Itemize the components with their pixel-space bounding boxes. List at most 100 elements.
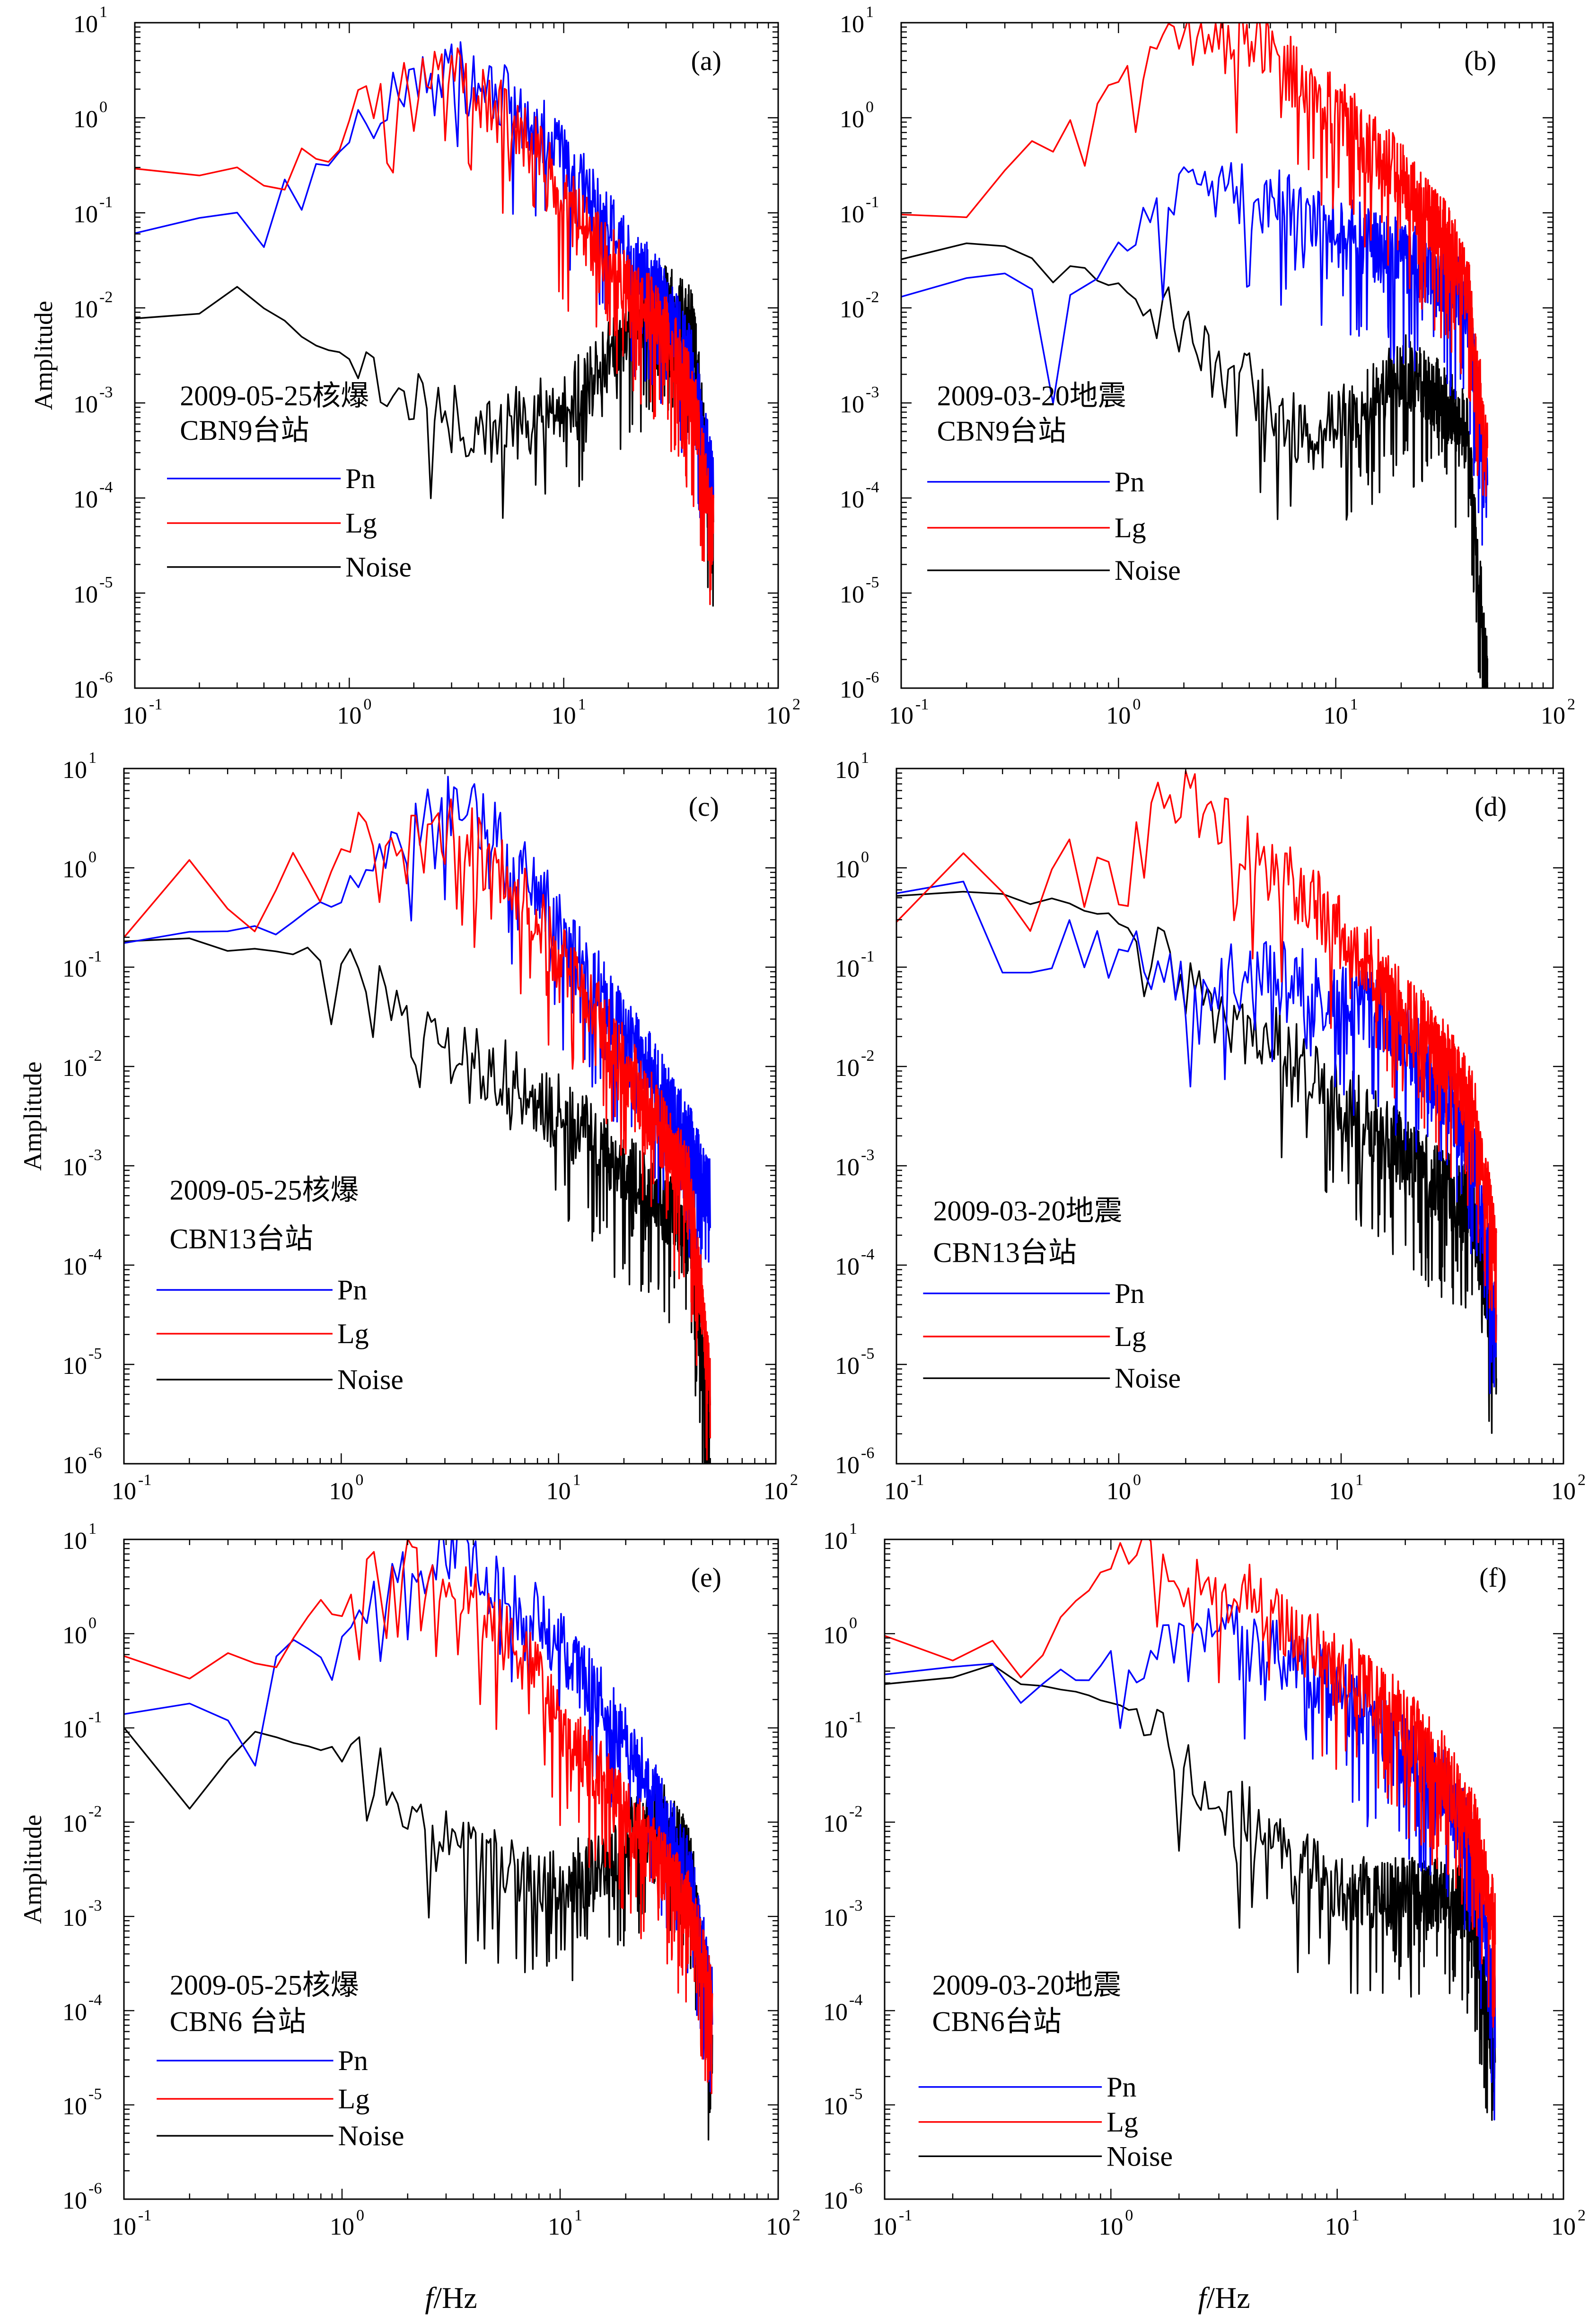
y-tick-label: 10: [62, 1905, 87, 1931]
x-tick-exponent: -1: [911, 1471, 924, 1489]
y-tick-exponent: 0: [99, 98, 107, 116]
legend-label-pn: Pn: [337, 1275, 367, 1306]
y-tick-label: 10: [73, 486, 98, 513]
station-annotation: CBN9台站: [180, 415, 309, 446]
y-tick-exponent: -3: [849, 1897, 862, 1914]
legend-label-noise: Noise: [1115, 555, 1181, 586]
x-tick-label: 10: [330, 2213, 354, 2240]
y-tick-label: 10: [840, 201, 864, 228]
y-tick-exponent: -6: [849, 2180, 862, 2197]
y-tick-label: 10: [835, 1452, 860, 1479]
y-tick-label: 10: [62, 1055, 87, 1082]
x-tick-label: 10: [329, 1478, 353, 1505]
x-tick-label: 10: [1106, 1478, 1131, 1505]
x-tick-exponent: 2: [792, 696, 800, 713]
y-tick-label: 10: [62, 1253, 87, 1280]
series-line-lg: [124, 1539, 713, 2094]
y-tick-exponent: -3: [88, 1897, 102, 1914]
x-tick-label: 10: [766, 702, 790, 729]
y-tick-label: 10: [73, 296, 98, 323]
y-tick-label: 10: [840, 676, 864, 703]
y-tick-label: 10: [62, 757, 87, 784]
y-tick-label: 10: [840, 581, 864, 608]
x-tick-exponent: 2: [790, 1471, 798, 1489]
y-tick-exponent: -4: [866, 479, 879, 496]
y-tick-exponent: -6: [866, 669, 879, 686]
x-tick-label: 10: [123, 702, 147, 729]
x-tick-exponent: -1: [915, 696, 929, 713]
x-tick-exponent: 1: [1350, 696, 1358, 713]
y-tick-label: 10: [823, 1622, 848, 1649]
y-tick-exponent: -2: [849, 1803, 862, 1820]
y-tick-exponent: -4: [99, 479, 113, 496]
y-tick-exponent: -2: [861, 1047, 874, 1065]
legend-label-noise: Noise: [338, 2120, 404, 2151]
y-tick-exponent: -3: [99, 384, 113, 401]
x-tick-label: 10: [1551, 2213, 1576, 2240]
event-annotation: 2009-03-20地震: [932, 1970, 1121, 2001]
y-tick-label: 10: [62, 2093, 87, 2120]
y-tick-label: 10: [73, 391, 98, 418]
x-tick-exponent: 1: [578, 696, 586, 713]
panel-a: 10 -1 10 0 10 1 10 210 -610 -510 -410 -310 -210 -110 0…: [29, 3, 800, 729]
x-tick-exponent: -1: [899, 2207, 912, 2224]
x-tick-exponent: -1: [138, 1471, 151, 1489]
y-axis-label: Amplitude: [29, 301, 58, 410]
event-annotation: 2009-03-20地震: [937, 380, 1126, 411]
y-tick-exponent: -3: [861, 1146, 874, 1164]
y-tick-exponent: 0: [866, 98, 874, 116]
panel-label: (d): [1475, 791, 1507, 822]
x-tick-exponent: -1: [138, 2207, 151, 2224]
station-annotation: CBN13台站: [169, 1223, 313, 1254]
series-line-lg: [896, 770, 1497, 1343]
y-tick-exponent: 0: [88, 848, 97, 866]
y-tick-exponent: 0: [88, 1614, 97, 1632]
x-tick-label: 10: [1329, 1478, 1353, 1505]
y-tick-exponent: -5: [861, 1345, 874, 1363]
y-tick-label: 10: [823, 2093, 848, 2120]
event-annotation: 2009-05-25核爆: [170, 1970, 359, 2001]
y-tick-label: 10: [62, 1353, 87, 1380]
x-tick-label: 10: [337, 702, 361, 729]
x-axis-label-unit: /Hz: [1206, 2281, 1250, 2315]
panel-b: 10 -1 10 0 10 1 10 210 -610 -510 -410 -310 -210 -110 0…: [840, 3, 1575, 729]
y-tick-label: 10: [62, 955, 87, 982]
y-tick-exponent: 1: [866, 3, 874, 21]
y-tick-label: 10: [62, 1810, 87, 1837]
axes-frame: [895, 768, 1564, 1465]
x-tick-label: 10: [548, 2213, 572, 2240]
y-tick-label: 10: [62, 1528, 87, 1555]
y-tick-exponent: 0: [861, 848, 869, 866]
y-tick-exponent: 1: [849, 1520, 857, 1538]
legend-label-lg: Lg: [1106, 2106, 1138, 2138]
legend-label-lg: Lg: [1115, 512, 1146, 543]
panel-label: (b): [1464, 45, 1496, 76]
panel-f: 10 -1 10 0 10 1 10 210 -610 -510 -410 -310 -210 -110 0…: [823, 1520, 1586, 2240]
y-tick-label: 10: [840, 391, 864, 418]
y-tick-exponent: -1: [866, 193, 879, 211]
y-tick-exponent: -3: [88, 1146, 102, 1164]
y-tick-label: 10: [62, 1999, 87, 2026]
legend-label-noise: Noise: [1115, 1363, 1181, 1394]
event-annotation: 2009-05-25核爆: [180, 380, 369, 411]
x-axis-labels: f/Hz f/Hz: [425, 2281, 1250, 2315]
x-tick-exponent: 2: [1578, 1471, 1586, 1489]
y-tick-label: 10: [840, 106, 864, 133]
x-tick-label: 10: [764, 1478, 788, 1505]
x-tick-exponent: 0: [363, 696, 371, 713]
y-tick-label: 10: [73, 581, 98, 608]
axes-frame: [884, 1538, 1564, 2200]
event-annotation: 2009-03-20地震: [933, 1196, 1123, 1227]
legend-label-lg: Lg: [338, 2083, 370, 2114]
station-annotation: CBN6 台站: [170, 2006, 306, 2037]
series-line-lg: [124, 798, 711, 1461]
y-tick-exponent: -5: [849, 2086, 862, 2103]
y-tick-label: 10: [823, 1905, 848, 1931]
axes-frame: [900, 22, 1554, 689]
y-tick-exponent: -5: [88, 1345, 102, 1363]
station-annotation: CBN9台站: [937, 416, 1066, 447]
series-line-noise: [901, 242, 1488, 688]
y-tick-exponent: 0: [849, 1614, 857, 1632]
y-tick-exponent: -1: [849, 1709, 862, 1726]
y-tick-exponent: -2: [88, 1047, 102, 1065]
